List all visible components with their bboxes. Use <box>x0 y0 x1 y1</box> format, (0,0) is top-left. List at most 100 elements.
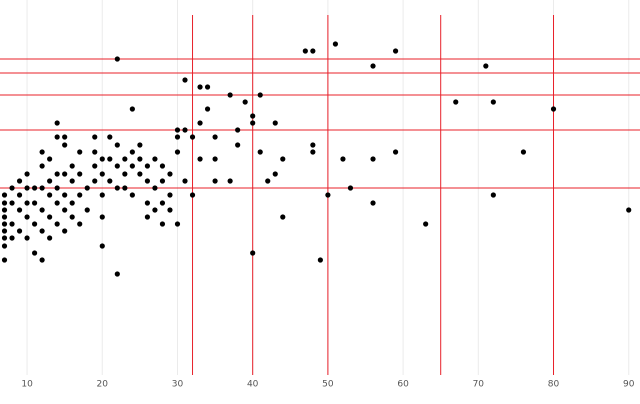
point <box>31 250 38 256</box>
x-tick-label: 30 <box>172 380 184 390</box>
point <box>31 221 38 227</box>
point <box>39 257 45 263</box>
point <box>189 192 196 198</box>
point <box>144 178 151 184</box>
point <box>1 207 8 213</box>
point <box>54 120 60 126</box>
point <box>114 56 120 62</box>
point <box>174 149 181 155</box>
point <box>99 171 105 177</box>
x-tick-label: 90 <box>623 380 635 390</box>
point <box>129 149 135 155</box>
point <box>189 134 196 140</box>
point <box>310 142 316 148</box>
point <box>453 99 459 105</box>
point <box>272 171 278 177</box>
point <box>250 113 256 119</box>
point <box>159 200 166 206</box>
point <box>24 171 30 177</box>
x-tick-label: 70 <box>473 380 485 390</box>
point <box>99 243 105 249</box>
point <box>370 200 376 206</box>
point <box>69 163 75 169</box>
point <box>9 235 15 241</box>
point <box>54 171 60 177</box>
point <box>39 149 45 155</box>
point <box>370 156 376 162</box>
point <box>483 63 489 69</box>
point <box>69 200 75 206</box>
point <box>77 171 83 177</box>
point <box>626 207 632 213</box>
point <box>114 142 120 148</box>
point <box>62 207 68 213</box>
point <box>122 156 128 162</box>
point <box>1 257 8 263</box>
point <box>1 221 8 227</box>
point <box>47 192 53 198</box>
point <box>197 156 203 162</box>
point <box>392 149 399 155</box>
point <box>62 142 68 148</box>
point <box>107 156 113 162</box>
point <box>204 84 211 90</box>
point <box>77 221 83 227</box>
point <box>280 156 286 162</box>
point <box>62 134 68 140</box>
point <box>92 134 98 140</box>
point <box>16 178 23 184</box>
point <box>54 134 60 140</box>
x-tick-label: 20 <box>97 380 109 390</box>
point <box>197 84 203 90</box>
point <box>129 163 135 169</box>
point <box>317 257 323 263</box>
point <box>159 221 166 227</box>
point <box>24 214 30 220</box>
point <box>24 235 30 241</box>
point <box>9 200 15 206</box>
point <box>114 163 120 169</box>
point <box>62 171 68 177</box>
point <box>122 185 128 191</box>
point <box>39 228 45 234</box>
point <box>1 243 8 249</box>
point <box>152 185 158 191</box>
point <box>182 178 188 184</box>
point <box>1 235 8 241</box>
point <box>84 207 90 213</box>
point <box>31 185 38 191</box>
point <box>340 156 346 162</box>
point <box>1 200 8 206</box>
point <box>16 207 23 213</box>
point <box>167 171 173 177</box>
point <box>114 271 120 277</box>
point <box>24 185 30 191</box>
point <box>1 214 8 220</box>
point <box>227 178 233 184</box>
point <box>550 106 557 112</box>
point <box>114 185 120 191</box>
x-tick-label: 10 <box>21 380 33 390</box>
point <box>16 228 23 234</box>
point <box>174 221 181 227</box>
point <box>107 178 113 184</box>
point <box>174 134 181 140</box>
point <box>54 200 60 206</box>
point <box>69 214 75 220</box>
point <box>167 207 173 213</box>
point <box>107 134 113 140</box>
point <box>302 48 308 54</box>
point <box>77 149 83 155</box>
point <box>392 48 399 54</box>
point <box>144 214 151 220</box>
point <box>325 192 331 198</box>
point <box>99 156 105 162</box>
point <box>212 178 218 184</box>
point <box>47 235 53 241</box>
point <box>174 127 181 133</box>
point <box>54 221 60 227</box>
point <box>257 149 263 155</box>
point <box>54 185 60 191</box>
point <box>490 99 496 105</box>
point <box>16 192 23 198</box>
